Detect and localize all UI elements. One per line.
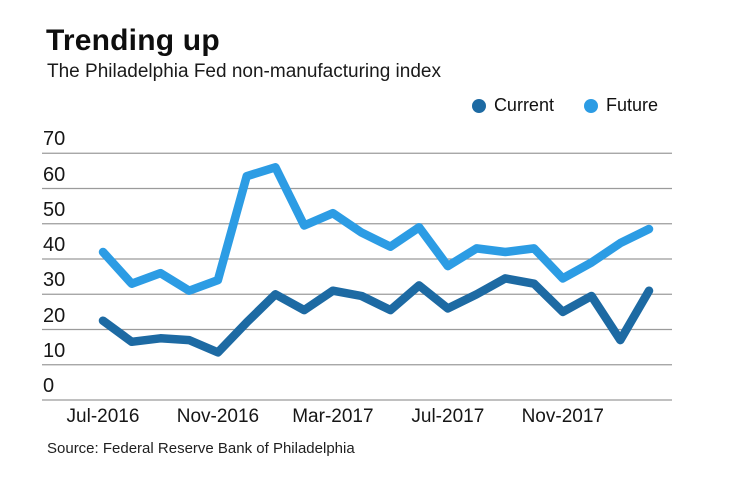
current-line: [98, 274, 654, 357]
chart-title: Trending up: [46, 24, 220, 57]
future-series-dot-icon: [583, 98, 598, 113]
current-series-dot-icon: [471, 98, 486, 113]
y-tick-label-10: 10: [43, 339, 66, 362]
future-line: [98, 163, 654, 295]
y-tick-label-70: 70: [43, 128, 66, 151]
x-tick-label-Mar-2017: Mar-2017: [292, 406, 374, 427]
y-tick-label-50: 50: [43, 198, 66, 221]
gridlines: [42, 152, 672, 401]
x-tick-label-Nov-2016: Nov-2016: [176, 406, 260, 427]
x-tick-label-Nov-2017: Nov-2017: [521, 406, 604, 427]
y-tick-label-60: 60: [43, 163, 66, 186]
y-tick-label-20: 20: [43, 304, 66, 327]
legend: Current Future: [471, 95, 658, 116]
x-tick-label-Jul-2017: Jul-2017: [411, 406, 485, 427]
legend-label-current: Current: [493, 95, 554, 115]
chart-subtitle: The Philadelphia Fed non-manufacturing i…: [47, 61, 441, 82]
x-tick-label-Jul-2016: Jul-2016: [66, 406, 140, 427]
source-note: Source: Federal Reserve Bank of Philadel…: [47, 440, 355, 457]
legend-item-current: Current: [471, 95, 554, 116]
y-tick-label-40: 40: [43, 234, 66, 256]
legend-label-future: Future: [605, 95, 658, 115]
legend-item-future: Future: [583, 95, 658, 116]
y-tick-label-30: 30: [43, 269, 66, 292]
y-tick-label-0: 0: [43, 375, 55, 397]
